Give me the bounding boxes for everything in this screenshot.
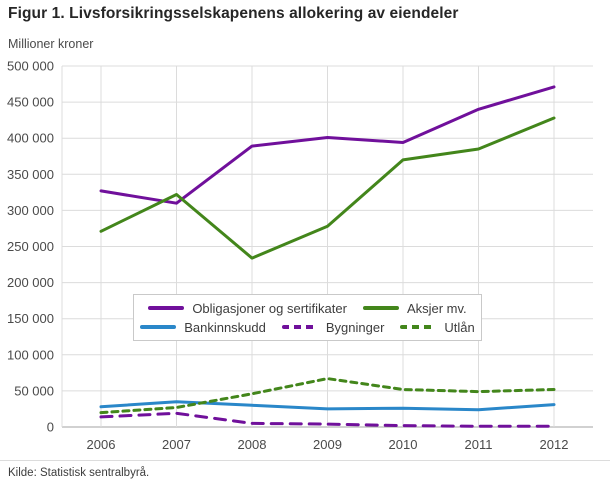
y-tick-label: 50 000 (14, 383, 54, 398)
y-tick-label: 500 000 (7, 59, 54, 74)
y-tick-label: 300 000 (7, 203, 54, 218)
legend-item-obligasjoner: Obligasjoner og sertifikater (148, 301, 347, 316)
legend-item-utlan: Utlån (400, 319, 475, 335)
series-line-3 (99, 411, 556, 428)
legend-row-2: Bankinnskudd Bygninger Utlån (134, 320, 481, 335)
y-tick-label: 250 000 (7, 239, 54, 254)
legend-swatch-utlan (400, 325, 437, 329)
y-tick-label: 350 000 (7, 167, 54, 182)
legend-item-aksjer: Aksjer mv. (362, 300, 467, 316)
source-divider (0, 460, 610, 461)
legend-item-bankinnskudd: Bankinnskudd (140, 320, 266, 335)
legend-label-bygninger: Bygninger (325, 319, 385, 335)
x-axis-label: 2006 (87, 437, 116, 452)
y-axis-unit-label: Millioner kroner (8, 37, 94, 51)
x-axis-label: 2009 (313, 437, 342, 452)
series-line-4 (99, 377, 556, 415)
series-line-0 (99, 85, 556, 205)
figure-title: Figur 1. Livsforsikringsselskapenens all… (8, 5, 459, 22)
x-axis-label: 2007 (162, 437, 191, 452)
series-line-1 (99, 116, 556, 260)
x-axis-label: 2012 (540, 437, 569, 452)
legend-swatch-aksjer (362, 306, 399, 310)
legend-swatch-bygninger (281, 325, 318, 329)
x-axis-label: 2010 (389, 437, 418, 452)
y-tick-label: 150 000 (7, 311, 54, 326)
legend-label-utlan: Utlån (444, 319, 475, 335)
y-tick-label: 200 000 (7, 275, 54, 290)
legend-item-bygninger: Bygninger (281, 319, 385, 335)
y-tick-label: 450 000 (7, 95, 54, 110)
legend-label-obligasjoner: Obligasjoner og sertifikater (192, 300, 347, 316)
legend-row-1: Obligasjoner og sertifikater Aksjer mv. (134, 301, 481, 316)
series-line-2 (99, 400, 556, 412)
y-tick-label: 400 000 (7, 131, 54, 146)
legend: Obligasjoner og sertifikater Aksjer mv. … (133, 294, 482, 341)
source-note: Kilde: Statistisk sentralbyrå. (8, 467, 150, 479)
y-tick-label: 0 (47, 420, 54, 435)
legend-swatch-obligasjoner (148, 306, 185, 310)
x-axis-label: 2008 (238, 437, 267, 452)
x-axis-label: 2011 (465, 437, 493, 452)
legend-label-aksjer: Aksjer mv. (406, 300, 467, 316)
legend-swatch-bankinnskudd (140, 325, 177, 329)
y-tick-label: 100 000 (7, 347, 54, 362)
legend-label-bankinnskudd: Bankinnskudd (184, 319, 266, 335)
